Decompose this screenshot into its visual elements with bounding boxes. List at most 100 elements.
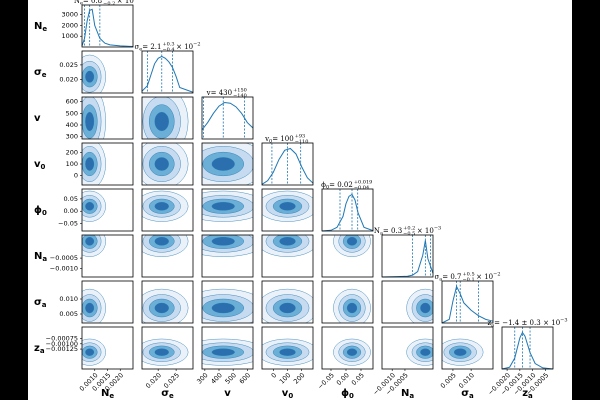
density-contour: [420, 348, 431, 356]
x-tick-label: 600: [238, 371, 252, 385]
title-minus: −0.4: [162, 47, 174, 53]
title-subscript: 0: [269, 138, 272, 144]
title-main: σe= 2.1: [134, 43, 161, 52]
title-main: ϕ0= 0.02: [321, 181, 353, 190]
panel-frame: [201, 96, 254, 140]
panel-frame: [81, 50, 134, 94]
density-contour: [279, 202, 296, 211]
title-scale: × 10: [417, 227, 434, 235]
axis-subscript: 0: [288, 392, 293, 400]
y-tick-label: 200: [66, 148, 78, 156]
title-main: Na= 0.3: [374, 227, 402, 236]
axis-symbol: N: [34, 21, 42, 32]
y-tick-label: 0.00: [64, 207, 78, 215]
histogram-line: [501, 331, 554, 370]
density-contour: [85, 237, 95, 246]
title-exponent: −3: [560, 318, 567, 324]
panel-frame: [321, 280, 374, 324]
density-contour: [211, 157, 235, 171]
panel-frame: [381, 326, 434, 370]
axis-label: v: [224, 388, 231, 399]
y-tick-label: 0.005: [59, 310, 78, 318]
density-contour: [85, 111, 95, 132]
axis-label: σe: [34, 67, 47, 79]
panel-frame: [501, 326, 554, 370]
axis-label: za: [522, 388, 533, 400]
y-tick-label: −0.00075: [46, 335, 78, 343]
title-scale: × 10: [117, 0, 134, 5]
title-value: = 0.8: [83, 0, 102, 5]
title-plus: +0.4: [103, 0, 115, 2]
title-plus: +0.2: [403, 226, 415, 232]
panel-title: σe= 2.1 +0.3−0.4 × 10 −2: [134, 42, 200, 54]
axis-label: v0: [282, 388, 294, 400]
panel-title: σa= 0.7 +0.5−0.1 × 10 −2: [434, 272, 500, 284]
title-subscript: a: [380, 230, 383, 236]
axis-symbol: N: [401, 388, 409, 399]
title-plus: +0.019: [354, 180, 373, 186]
title-subscript: a: [491, 322, 494, 328]
axis-symbol: σ: [461, 388, 469, 399]
y-tick-label: −0.05: [58, 220, 78, 228]
panel-title: v0= 100 +93−110: [264, 134, 308, 146]
title-minus: −0.04: [354, 185, 369, 191]
axis-subscript: a: [528, 392, 533, 400]
panel-title: Na= 0.3 +0.2−0.5 × 10 −3: [374, 226, 441, 238]
axis-subscript: e: [169, 392, 174, 400]
density-contour: [85, 348, 95, 356]
y-tick-label: 100: [66, 160, 78, 168]
density-contour: [279, 237, 296, 246]
title-exponent: −3: [434, 226, 441, 232]
title-main: v0= 100: [264, 135, 294, 144]
panel-frame: [81, 280, 134, 324]
axis-label: v0: [34, 159, 46, 171]
y-tick-label: 3000: [61, 11, 78, 19]
y-tick-label: 300: [66, 133, 78, 141]
y-tick-label: −0.00100: [46, 340, 78, 348]
y-tick-label: 0: [74, 172, 78, 180]
letterbox-left: [0, 0, 28, 400]
axis-label: ϕ0: [341, 388, 354, 400]
axis-symbol: σ: [34, 67, 42, 78]
panel-frame: [441, 326, 494, 370]
title-plus: +0.3: [162, 42, 174, 48]
panel-title: Ne= 0.8+0.4−0.2× 10−3: [74, 0, 141, 7]
axis-subscript: a: [40, 347, 45, 355]
panel-frame: [141, 234, 194, 278]
panel-frame: [141, 96, 194, 140]
title-symbol: N: [374, 227, 380, 235]
panel-title: ϕ0= 0.02 +0.019−0.04: [321, 180, 372, 192]
title-plus: +93: [295, 134, 306, 140]
panel-frame: [381, 234, 434, 278]
panel-frame: [201, 326, 254, 370]
y-tick-label: 2000: [61, 21, 78, 29]
density-contour: [346, 237, 358, 246]
y-tick-label: 500: [66, 109, 78, 117]
panel-frame: [261, 188, 314, 232]
density-contour: [454, 348, 467, 356]
panel-frame: [261, 234, 314, 278]
axis-subscript: 0: [41, 163, 46, 171]
density-contour: [85, 157, 95, 171]
axis-symbol: σ: [34, 297, 42, 308]
histogram-line: [381, 240, 434, 278]
x-tick-label: 200: [292, 371, 306, 385]
title-scale: × 10: [476, 273, 493, 281]
axis-symbol: ϕ: [34, 205, 42, 216]
axis-label: za: [34, 343, 45, 355]
title-symbol: σ: [134, 43, 139, 51]
panel-frame: [201, 234, 254, 278]
panel-frame: [81, 234, 134, 278]
title-exponent: −2: [493, 272, 500, 278]
x-tick-label: 500: [224, 371, 238, 385]
title-plus: +150: [233, 88, 247, 94]
title-exponent: −3: [134, 0, 141, 2]
axis-symbol: z: [522, 388, 528, 399]
panel-frame: [201, 280, 254, 324]
axis-label: ϕ0: [34, 205, 47, 217]
title-value: = 100: [272, 135, 293, 143]
panel-frame: [441, 280, 494, 324]
density-contour: [154, 302, 169, 314]
title-symbol: v: [206, 89, 211, 97]
title-symbol: z: [487, 319, 491, 327]
